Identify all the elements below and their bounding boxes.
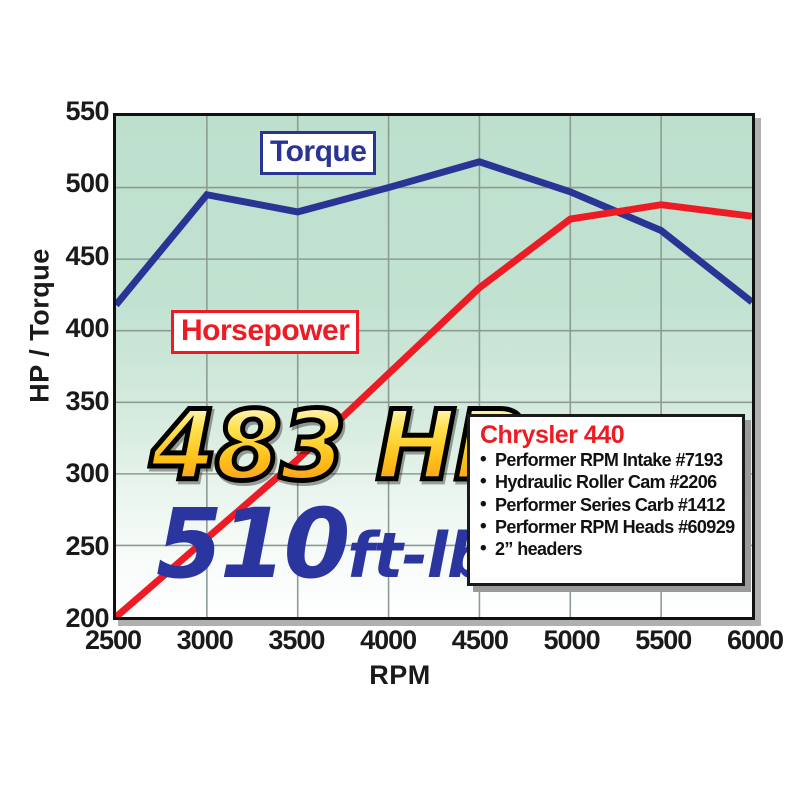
series-label-torque: Torque	[260, 131, 377, 175]
x-tick-4500: 4500	[451, 625, 509, 655]
y-axis-tick-labels: 200 250 300 350 400 450 500 550	[5, 0, 109, 800]
x-axis-title: RPM	[369, 660, 431, 690]
y-tick-400: 400	[65, 313, 109, 344]
x-tick-3000: 3000	[176, 625, 234, 655]
spec-list-item: Performer RPM Heads #60929	[480, 515, 735, 538]
spec-list-item: Performer RPM Intake #7193	[480, 448, 734, 471]
y-tick-200: 200	[65, 603, 109, 633]
x-tick-3500: 3500	[268, 625, 325, 655]
x-tick-2500: 2500	[84, 625, 142, 655]
y-tick-350: 350	[65, 385, 109, 416]
y-tick-250: 250	[65, 530, 109, 561]
series-label-horsepower: Horsepower	[171, 310, 360, 354]
y-tick-450: 450	[65, 240, 109, 271]
y-tick-300: 300	[65, 458, 109, 489]
y-axis-title: HP / Torque	[24, 248, 55, 403]
y-tick-500: 500	[65, 168, 109, 199]
x-tick-5000: 5000	[543, 625, 601, 655]
x-tick-5500: 5500	[635, 625, 692, 655]
spec-list-item: Hydraulic Roller Cam #2206	[480, 470, 734, 493]
peak-horsepower-callout: 483 HP	[148, 390, 528, 502]
spec-box-list: Performer RPM Intake #7193Hydraulic Roll…	[480, 448, 735, 560]
x-tick-6000: 6000	[726, 625, 784, 655]
engine-spec-box: Chrysler 440 Performer RPM Intake #7193H…	[467, 414, 745, 586]
x-tick-4000: 4000	[360, 625, 417, 655]
y-tick-550: 550	[65, 96, 109, 126]
spec-list-item: 2” headers	[480, 537, 734, 560]
spec-box-title: Chrysler 440	[480, 421, 625, 449]
peak-torque-number: 510	[156, 488, 350, 600]
peak-output-callout: 483 HP 510ft-lbs	[148, 396, 528, 600]
spec-list-item: Performer Series Carb #1412	[480, 492, 734, 515]
